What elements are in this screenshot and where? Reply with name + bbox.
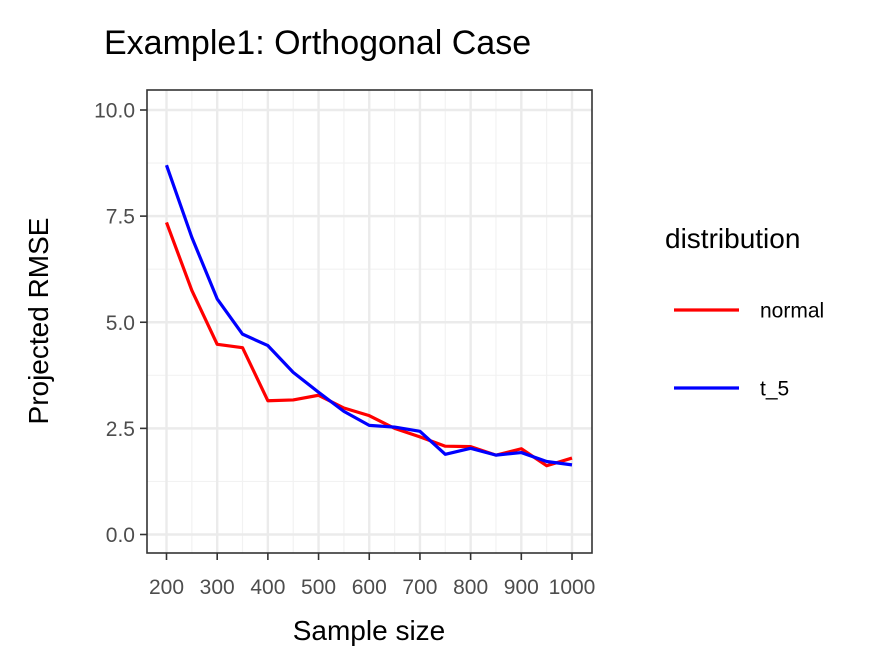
y-axis-title: Projected RMSE (23, 218, 54, 425)
legend-label: normal (760, 300, 824, 323)
x-tick-label: 200 (149, 576, 184, 599)
major-gridlines (147, 90, 592, 553)
x-tick-label: 600 (352, 576, 387, 599)
x-tick-label: 400 (250, 576, 285, 599)
legend-label: t_5 (760, 378, 789, 401)
x-tick-label: 700 (402, 576, 437, 599)
x-tick-label: 500 (301, 576, 336, 599)
y-tick-label: 7.5 (106, 206, 135, 229)
y-tick-label: 0.0 (106, 524, 135, 547)
series-lines (164, 164, 573, 468)
x-tick-label: 800 (453, 576, 488, 599)
legend: distribution normal t_5 (665, 223, 824, 401)
y-tick-label: 2.5 (106, 418, 135, 441)
x-tick-label: 1000 (549, 576, 596, 599)
x-tick-label: 900 (504, 576, 539, 599)
x-axis-title: Sample size (293, 615, 446, 646)
y-tick-label: 10.0 (94, 100, 135, 123)
chart-title: Example1: Orthogonal Case (104, 24, 531, 62)
x-axis: 200 300 400 500 600 700 800 900 1000 (149, 553, 595, 599)
x-tick-label: 300 (200, 576, 235, 599)
legend-title: distribution (665, 223, 800, 254)
y-tick-label: 5.0 (106, 312, 135, 335)
y-axis: 0.0 2.5 5.0 7.5 10.0 (94, 100, 147, 547)
series-line-t-5 (164, 164, 573, 467)
